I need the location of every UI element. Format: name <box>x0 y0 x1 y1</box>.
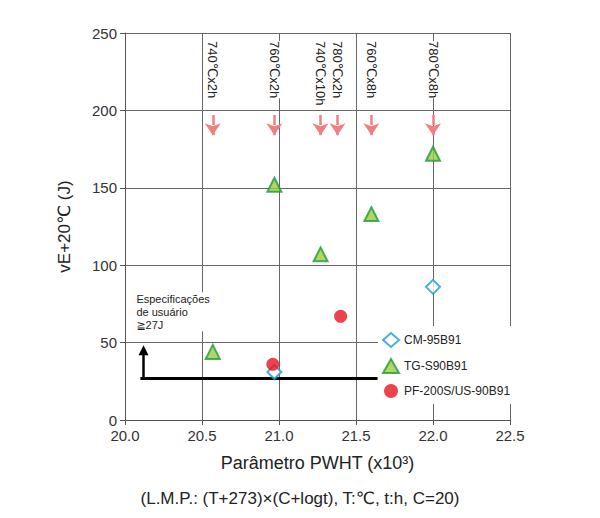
svg-text:(L.M.P.: (T+273)×(C+logt), T:℃: (L.M.P.: (T+273)×(C+logt), T:℃, t:h, C=2… <box>141 489 460 508</box>
svg-text:PF-200S/US-90B91: PF-200S/US-90B91 <box>404 384 510 398</box>
svg-text:vE+20℃ (J): vE+20℃ (J) <box>55 180 74 272</box>
svg-text:Especificações: Especificações <box>136 293 210 305</box>
svg-text:760℃x2h: 760℃x2h <box>267 41 282 98</box>
svg-text:CM-95B91: CM-95B91 <box>404 333 462 347</box>
svg-text:21.0: 21.0 <box>264 427 293 444</box>
svg-text:0: 0 <box>109 412 117 429</box>
svg-text:TG-S90B91: TG-S90B91 <box>404 359 468 373</box>
svg-text:de usuário: de usuário <box>136 306 187 318</box>
svg-text:50: 50 <box>100 334 117 351</box>
svg-text:740℃x10h: 740℃x10h <box>313 41 328 105</box>
svg-text:20.0: 20.0 <box>110 427 139 444</box>
svg-text:Parâmetro PWHT (x10³): Parâmetro PWHT (x10³) <box>221 453 415 473</box>
svg-text:740℃x2h: 740℃x2h <box>205 41 220 98</box>
svg-text:780℃x2h: 780℃x2h <box>330 41 345 98</box>
svg-text:150: 150 <box>92 179 117 196</box>
svg-text:22.0: 22.0 <box>418 427 447 444</box>
svg-text:20.5: 20.5 <box>187 427 216 444</box>
svg-text:22.5: 22.5 <box>495 427 524 444</box>
svg-text:780℃x8h: 780℃x8h <box>426 41 441 98</box>
svg-text:200: 200 <box>92 102 117 119</box>
svg-text:≧27J: ≧27J <box>136 319 163 331</box>
svg-text:250: 250 <box>92 25 117 42</box>
svg-text:760℃x8h: 760℃x8h <box>364 41 379 98</box>
svg-text:21.5: 21.5 <box>341 427 370 444</box>
svg-text:100: 100 <box>92 257 117 274</box>
